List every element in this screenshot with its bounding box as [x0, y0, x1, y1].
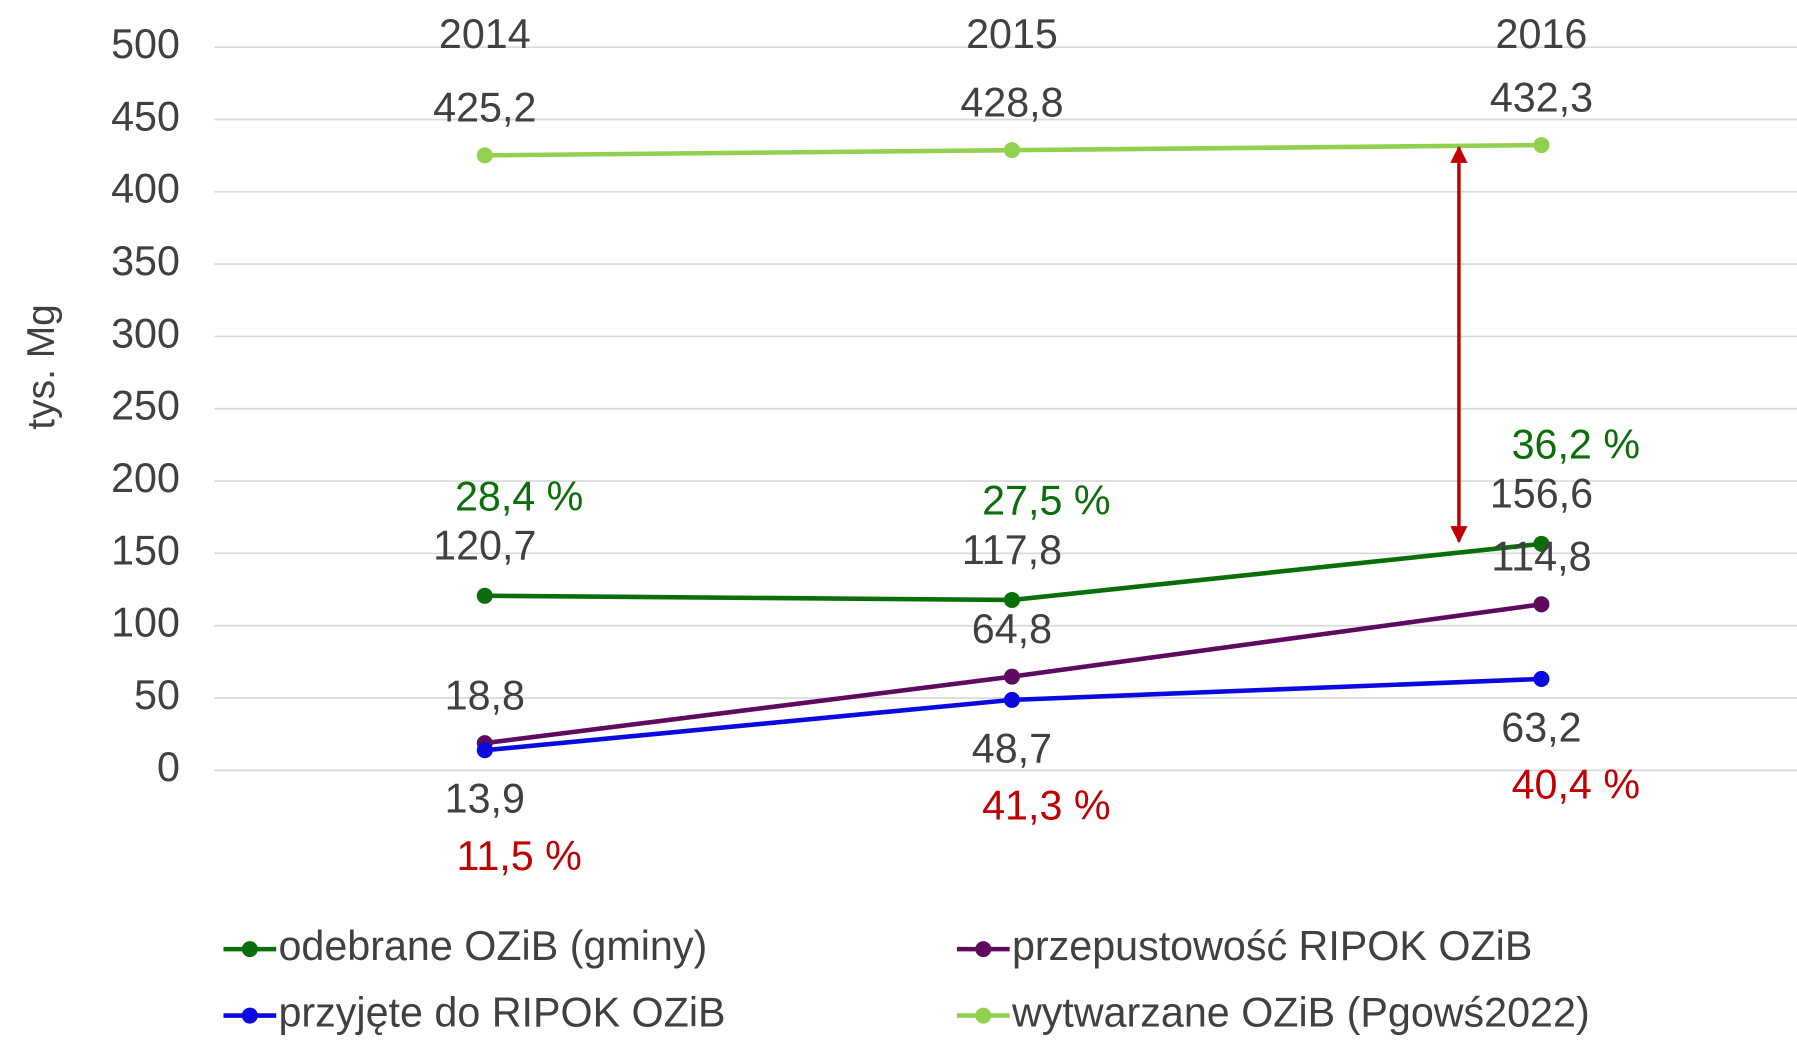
x-tick-label: 2015: [966, 11, 1058, 57]
legend-marker: [241, 1007, 258, 1024]
data-label: 156,6: [1490, 471, 1593, 517]
share-label: 36,2 %: [1512, 421, 1640, 467]
data-label: 114,8: [1491, 533, 1591, 579]
data-point: [1533, 137, 1550, 154]
data-point: [476, 587, 493, 604]
y-tick-label: 50: [134, 672, 180, 718]
data-label: 13,9: [445, 776, 525, 822]
legend-label: przepustowość RIPOK OZiB: [1012, 923, 1532, 969]
share-label: 40,4 %: [1512, 762, 1640, 808]
data-point: [1003, 691, 1020, 708]
y-tick-label: 300: [111, 310, 180, 356]
share-label: 27,5 %: [982, 478, 1110, 524]
data-label: 432,3: [1490, 74, 1593, 120]
legend-label: przyjęte do RIPOK OZiB: [278, 989, 725, 1035]
data-label: 425,2: [433, 85, 536, 131]
data-point: [476, 742, 493, 759]
data-label: 120,7: [433, 523, 536, 569]
data-point: [1003, 142, 1020, 159]
share-label: 41,3 %: [982, 783, 1110, 829]
y-tick-label: 100: [111, 600, 180, 646]
data-label: 63,2: [1501, 704, 1581, 750]
share-label: 11,5 %: [456, 833, 581, 879]
legend-label: odebrane OZiB (gminy): [278, 923, 707, 969]
data-label: 117,8: [962, 527, 1062, 573]
y-tick-label: 200: [111, 455, 180, 501]
data-label: 64,8: [972, 606, 1052, 652]
data-label: 48,7: [972, 725, 1052, 771]
y-tick-label: 0: [157, 744, 180, 790]
y-tick-label: 450: [111, 93, 180, 139]
y-tick-label: 250: [111, 383, 180, 429]
data-point: [476, 147, 493, 164]
y-tick-label: 400: [111, 166, 180, 212]
legend-marker: [241, 941, 258, 958]
legend-marker: [975, 941, 992, 958]
y-axis-label: tys. Mg: [20, 304, 63, 430]
data-point: [1533, 670, 1550, 687]
legend-label: wytwarzane OZiB (Pgowś2022): [1011, 989, 1590, 1035]
x-tick-label: 2014: [439, 11, 531, 57]
y-tick-label: 350: [111, 238, 180, 284]
data-label: 18,8: [445, 672, 525, 718]
data-label: 428,8: [960, 79, 1063, 125]
share-label: 28,4 %: [455, 473, 583, 519]
legend-marker: [975, 1007, 992, 1024]
data-point: [1003, 668, 1020, 685]
data-point: [1533, 596, 1550, 613]
y-tick-label: 150: [111, 527, 180, 573]
data-point: [1533, 535, 1550, 552]
x-tick-label: 2016: [1496, 11, 1588, 57]
data-point: [1003, 591, 1020, 608]
y-tick-label: 500: [111, 21, 180, 67]
